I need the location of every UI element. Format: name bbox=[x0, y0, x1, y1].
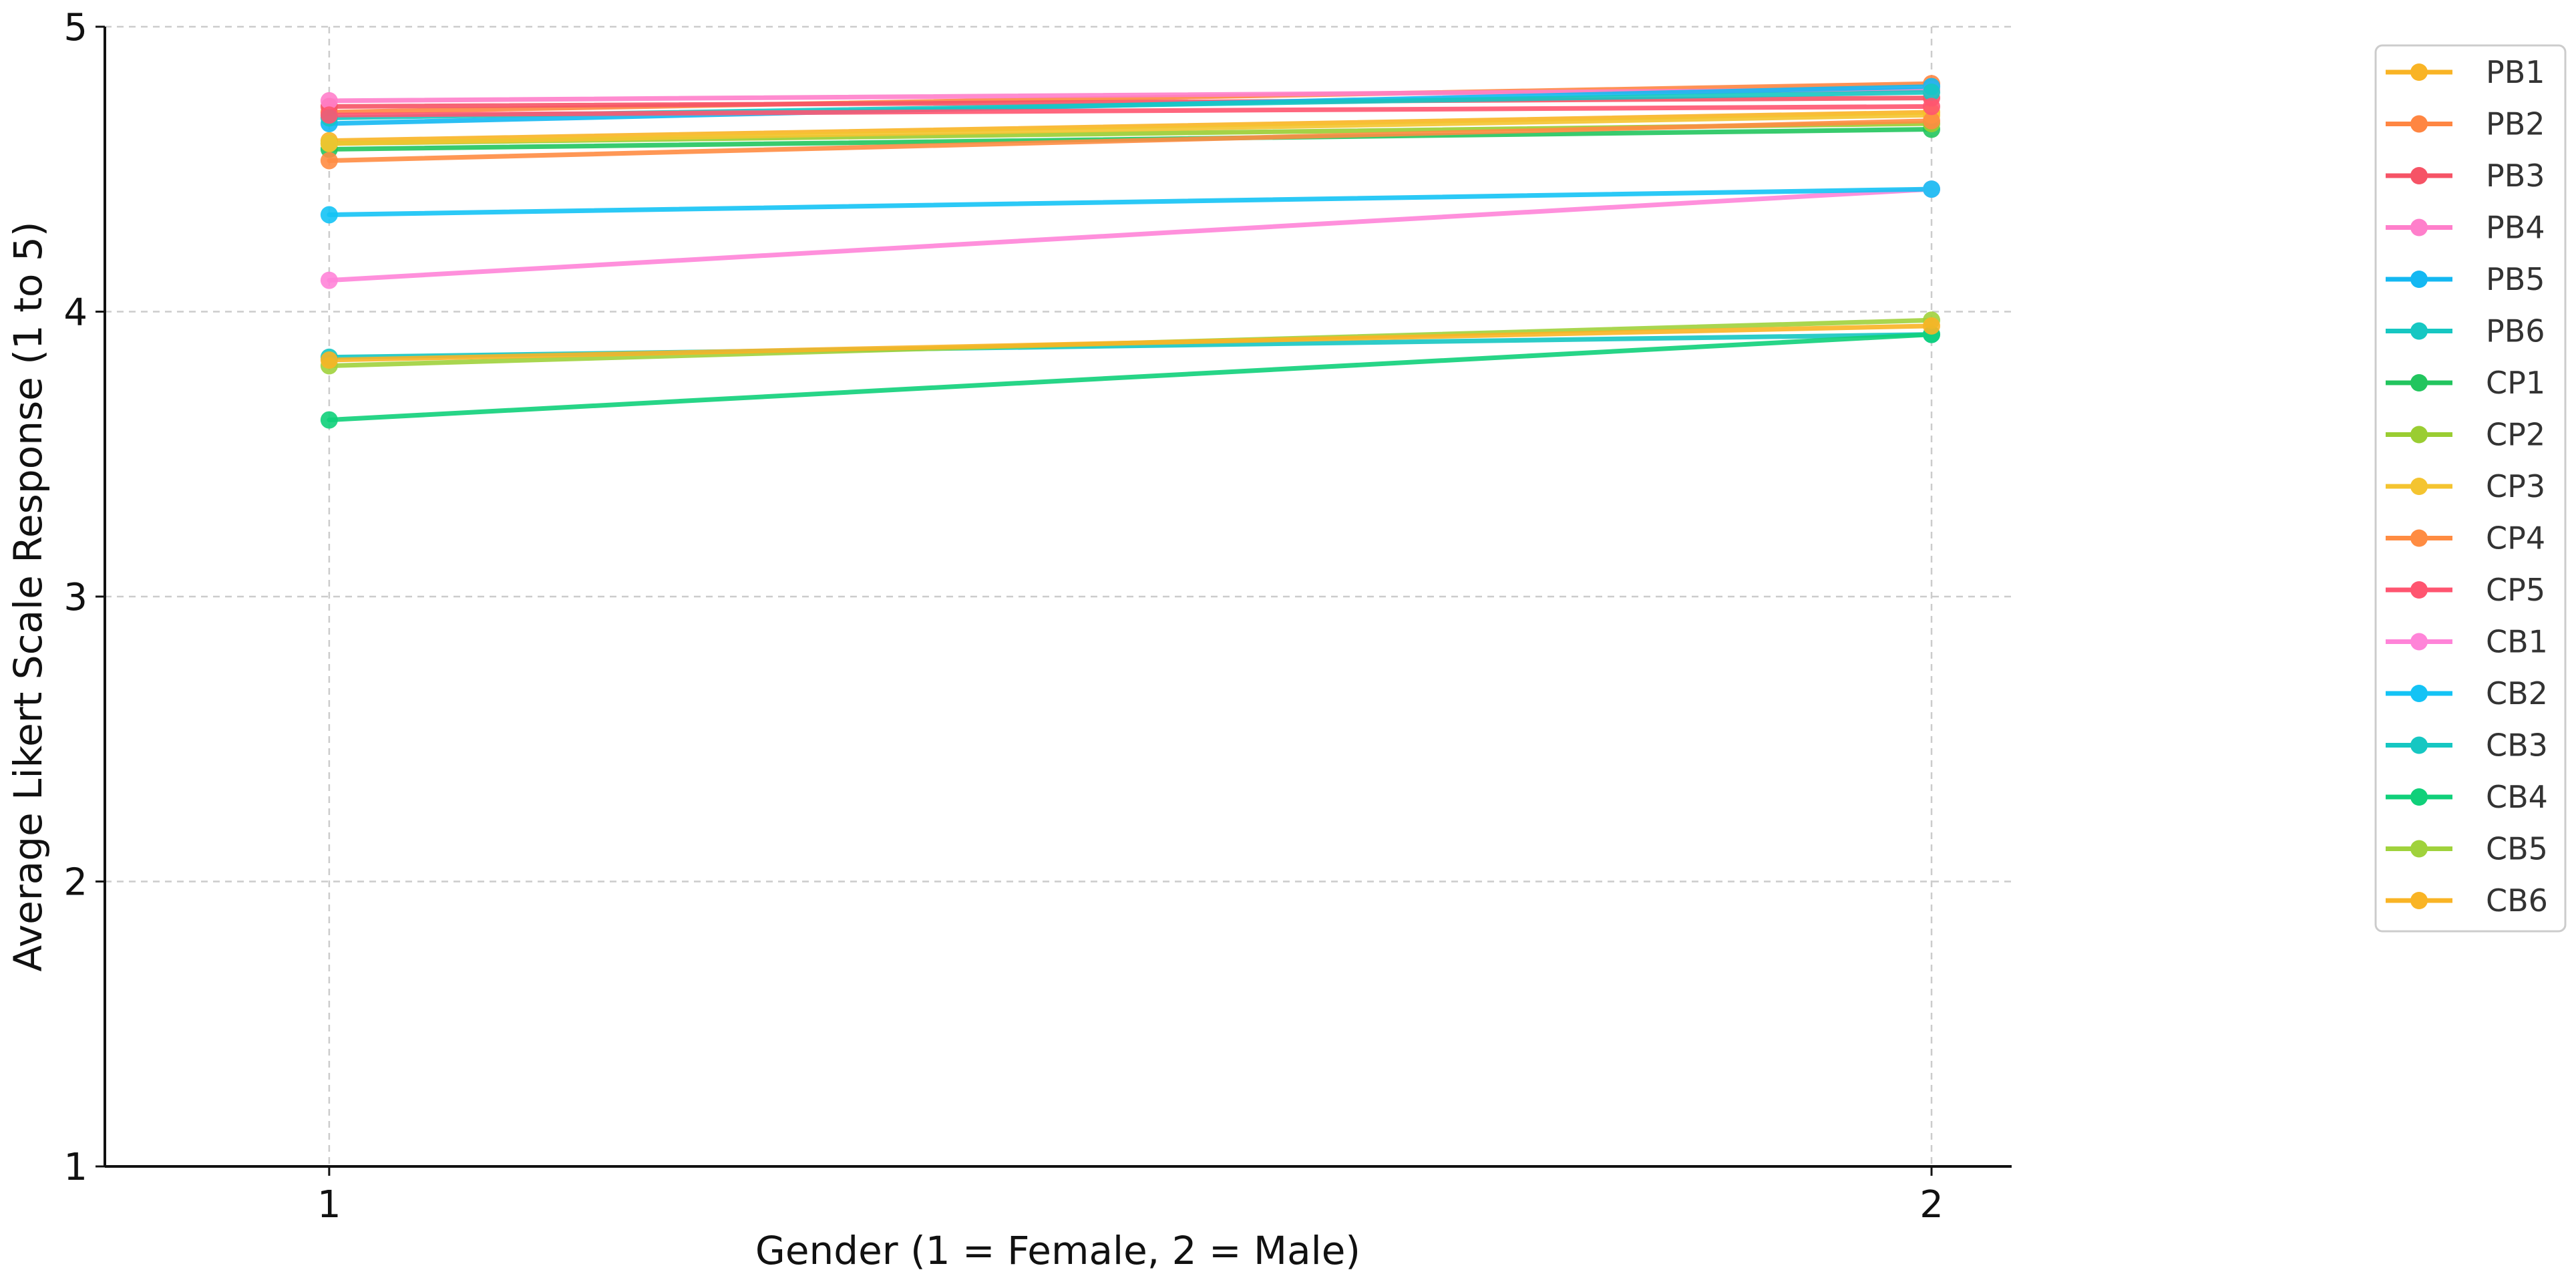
legend-label: CP5 bbox=[2486, 572, 2545, 608]
legend-marker bbox=[2410, 167, 2428, 184]
legend-label: CB1 bbox=[2486, 624, 2548, 660]
legend-label: PB4 bbox=[2486, 210, 2545, 246]
series-line-cp5 bbox=[327, 104, 1934, 118]
legend-label: CB3 bbox=[2486, 728, 2548, 764]
legend-label: CB6 bbox=[2486, 883, 2548, 919]
series-line-cp4 bbox=[327, 118, 1934, 163]
legend-item-cb2: CB2 bbox=[2386, 675, 2548, 711]
data-point-cb6-1 bbox=[320, 351, 338, 369]
legend-marker bbox=[2410, 633, 2428, 651]
data-point-cp5-1 bbox=[320, 106, 338, 124]
legend-marker bbox=[2410, 115, 2428, 133]
legend-item-cp1: CP1 bbox=[2386, 365, 2545, 401]
data-point-cb2-1 bbox=[320, 206, 338, 224]
legend-item-cp2: CP2 bbox=[2386, 417, 2545, 453]
legend-marker bbox=[2410, 218, 2428, 236]
data-point-cp3-1 bbox=[320, 134, 338, 152]
data-point-cp4-1 bbox=[320, 152, 338, 170]
legend-label: CB4 bbox=[2486, 779, 2548, 815]
legend-label: CP3 bbox=[2486, 468, 2545, 504]
series-line-cp3 bbox=[327, 112, 1934, 146]
y-axis-title: Average Likert Scale Response (1 to 5) bbox=[5, 222, 51, 972]
data-point-pb6-2 bbox=[1923, 84, 1941, 102]
series-line-cb4 bbox=[327, 332, 1934, 423]
legend-item-cb1: CB1 bbox=[2386, 624, 2548, 660]
y-tick-label: 3 bbox=[63, 576, 87, 619]
legend-item-cb4: CB4 bbox=[2386, 779, 2548, 815]
legend-frame bbox=[2374, 44, 2567, 933]
legend-marker bbox=[2410, 529, 2428, 547]
legend-marker bbox=[2410, 581, 2428, 599]
legend-marker bbox=[2410, 685, 2428, 702]
data-point-pb4-1 bbox=[320, 92, 338, 110]
legend-label: CP2 bbox=[2486, 417, 2545, 453]
legend-item-cp3: CP3 bbox=[2386, 468, 2545, 504]
legend-marker bbox=[2410, 840, 2428, 858]
series-points bbox=[320, 75, 1941, 429]
x-tick-label: 2 bbox=[1919, 1183, 1944, 1227]
ticks: 1 2 3 4 5 1 2 bbox=[63, 6, 1944, 1227]
gridlines bbox=[105, 25, 2012, 1168]
data-point-cp4-2 bbox=[1923, 112, 1941, 130]
legend-label: CP4 bbox=[2486, 520, 2545, 556]
x-tick-label: 1 bbox=[317, 1183, 341, 1227]
legend-item-pb4: PB4 bbox=[2386, 210, 2545, 246]
data-point-cp5-2 bbox=[1923, 98, 1941, 116]
legend-label: PB2 bbox=[2486, 106, 2545, 142]
legend-label: PB1 bbox=[2486, 54, 2545, 90]
series-lines bbox=[327, 81, 1934, 423]
y-tick-label: 2 bbox=[63, 861, 87, 905]
legend-item-cp5: CP5 bbox=[2386, 572, 2545, 608]
series-line-pb2 bbox=[327, 81, 1934, 115]
legend-item-pb3: PB3 bbox=[2386, 158, 2545, 194]
legend-item-cb6: CB6 bbox=[2386, 883, 2548, 919]
legend-item-pb1: PB1 bbox=[2386, 54, 2545, 90]
legend-marker bbox=[2410, 788, 2428, 806]
legend-marker bbox=[2410, 736, 2428, 754]
legend-label: CB2 bbox=[2486, 675, 2548, 711]
legend-marker bbox=[2410, 271, 2428, 288]
legend-label: PB3 bbox=[2486, 158, 2545, 194]
series-line-cb2 bbox=[327, 186, 1934, 217]
legend-item-pb6: PB6 bbox=[2386, 313, 2545, 349]
legend-item-cb5: CB5 bbox=[2386, 831, 2548, 867]
legend-label: CP1 bbox=[2486, 365, 2545, 401]
series-line-pb3 bbox=[327, 96, 1934, 109]
legend-marker bbox=[2410, 892, 2428, 909]
series-line-pb1 bbox=[327, 110, 1934, 144]
y-tick-label: 5 bbox=[63, 6, 87, 49]
legend-item-pb2: PB2 bbox=[2386, 106, 2545, 142]
legend-label: CB5 bbox=[2486, 831, 2548, 867]
x-axis-title: Gender (1 = Female, 2 = Male) bbox=[755, 1228, 1360, 1273]
data-point-cb2-2 bbox=[1923, 180, 1941, 198]
data-point-cb4-1 bbox=[320, 411, 338, 429]
legend-marker bbox=[2410, 63, 2428, 81]
legend-marker bbox=[2410, 374, 2428, 391]
y-tick-label: 4 bbox=[63, 291, 87, 335]
legend-item-cp4: CP4 bbox=[2386, 520, 2545, 556]
legend-marker bbox=[2410, 426, 2428, 444]
legend-item-pb5: PB5 bbox=[2386, 261, 2545, 297]
data-point-cb6-2 bbox=[1923, 317, 1941, 335]
series-line-cb6 bbox=[327, 323, 1934, 363]
series-line-cb1 bbox=[327, 186, 1934, 283]
data-point-cb1-1 bbox=[320, 271, 338, 289]
legend-marker bbox=[2410, 322, 2428, 340]
y-tick-label: 1 bbox=[63, 1146, 87, 1189]
legend-marker bbox=[2410, 478, 2428, 495]
legend-label: PB6 bbox=[2486, 313, 2545, 349]
legend: PB1 PB2 PB3 PB4 PB5 PB6 CP1 CP2 CP3 CP4 CP5 CB1 CB2 C… bbox=[2374, 44, 2567, 933]
legend-label: PB5 bbox=[2486, 261, 2545, 297]
legend-item-cb3: CB3 bbox=[2386, 728, 2548, 764]
